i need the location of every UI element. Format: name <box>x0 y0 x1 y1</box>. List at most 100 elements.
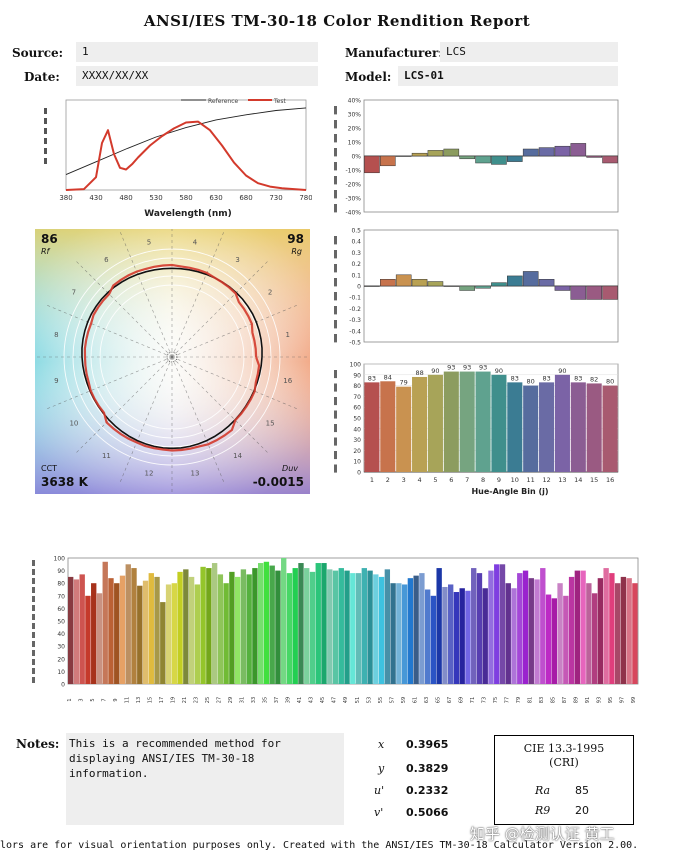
chroma-shift-bar <box>522 148 539 157</box>
chroma-shift-y-tick: 20% <box>348 126 362 133</box>
fidelity-bin-y-tick: 70 <box>353 394 361 401</box>
fidelity-sample-bar <box>160 602 166 684</box>
fidelity-sample-bar <box>568 576 575 684</box>
hue-shift-y-tick: 0.5 <box>351 228 361 235</box>
fidelity-sample-bar <box>286 573 293 684</box>
fidelity-sample-bar <box>626 578 632 684</box>
manufacturer-label: Manufacturer: <box>345 46 443 60</box>
cvg-bin-divider <box>76 261 173 358</box>
chroma-shift-y-tick: 0% <box>351 154 361 161</box>
cvg-bin-divider <box>171 356 268 453</box>
watermark: 知乎 @检测认证 黄工 <box>470 825 615 843</box>
chroma-shift-ylabel-glyph <box>334 134 337 143</box>
chroma-shift-y-tick: -30% <box>345 196 361 203</box>
fidelity-bin-y-tick: 40 <box>353 426 361 433</box>
fidelity-sample-bar <box>419 573 425 684</box>
cvg-bin-divider <box>171 232 224 358</box>
fidelity-sample-bar <box>223 583 229 684</box>
chroma-shift-ylabel-glyph <box>334 176 337 185</box>
fidelity-sample-y-tick: 30 <box>57 644 65 651</box>
cvg-bin-label: 10 <box>69 420 78 428</box>
fidelity-bin-value-label: 83 <box>574 374 582 382</box>
chroma-shift-bar <box>570 143 587 157</box>
fidelity-sample-bar <box>252 568 258 684</box>
fidelity-sample-bar <box>177 571 183 684</box>
fidelity-sample-bar <box>344 570 350 684</box>
fidelity-sample-x-tick: 45 <box>320 697 326 703</box>
u-label: u' <box>374 784 385 797</box>
cvg-bin-label: 6 <box>104 256 109 264</box>
fidelity-sample-x-tick: 93 <box>597 697 603 703</box>
cvg-bin-label: 14 <box>233 452 242 460</box>
fidelity-sample-ylabel-glyph <box>32 560 35 566</box>
model-field: LCS-01 <box>398 66 618 86</box>
fidelity-bin-bar <box>459 371 475 472</box>
fidelity-bin-y-tick: 80 <box>353 383 361 390</box>
spd-ylabel-glyph <box>44 118 47 124</box>
fidelity-bin-value-label: 80 <box>606 378 614 386</box>
fidelity-sample-bar <box>603 568 609 684</box>
fidelity-sample-x-tick: 23 <box>194 697 200 703</box>
spd-xlabel: Wavelength (nm) <box>144 209 232 219</box>
fidelity-sample-ylabel-glyph <box>32 605 35 611</box>
date-label: Date: <box>24 70 60 84</box>
duv-label: Duv <box>282 464 298 473</box>
hue-shift-ylabel-glyph <box>334 236 337 245</box>
y-label: y <box>378 762 385 775</box>
y-value: 0.3829 <box>406 762 449 775</box>
fidelity-sample-x-tick: 37 <box>274 697 280 703</box>
fidelity-bin-value-label: 79 <box>400 379 408 387</box>
hue-shift-y-tick: -0.5 <box>349 340 361 347</box>
chroma-shift-ylabel-glyph <box>334 162 337 171</box>
fidelity-sample-ylabel-glyph <box>32 641 35 647</box>
fidelity-sample-bar <box>240 569 247 684</box>
cct-label: CCT <box>41 464 58 473</box>
cvg-bin-label: 11 <box>102 452 111 460</box>
fidelity-sample-bar <box>476 573 483 684</box>
spd-ylabel-glyph <box>44 138 47 144</box>
spd-reference-line <box>65 107 307 176</box>
fidelity-bin-bar <box>412 376 428 472</box>
fidelity-sample-bar <box>494 564 500 684</box>
fidelity-sample-bar <box>597 578 604 684</box>
hue-shift-bar <box>427 281 444 287</box>
fidelity-bin-x-tick: 9 <box>497 476 501 484</box>
hue-shift-ylabel-glyph <box>334 334 337 343</box>
fidelity-sample-bar <box>517 573 523 684</box>
fidelity-bin-x-tick: 16 <box>606 476 614 484</box>
fidelity-sample-bar <box>413 575 419 684</box>
fidelity-sample-x-tick: 33 <box>251 697 257 703</box>
fidelity-bin-value-label: 90 <box>495 367 503 375</box>
fidelity-sample-bar <box>534 579 540 684</box>
fidelity-bin-bar <box>491 374 507 472</box>
fidelity-sample-x-tick: 63 <box>424 697 430 703</box>
fidelity-sample-bar <box>171 583 177 684</box>
fidelity-sample-bar <box>574 570 581 684</box>
fidelity-bin-bar <box>539 382 555 472</box>
fidelity-sample-y-tick: 100 <box>54 556 66 563</box>
notes-label: Notes: <box>16 737 60 751</box>
color-vector-graphic: 1 2 3 4 5 6 7 8 9 10 11 12 13 14 15 16 86 Rf 98 Rg CCT … <box>35 229 310 494</box>
spd-ylabel-glyph <box>44 158 47 164</box>
fidelity-bin-y-tick: 50 <box>353 416 361 423</box>
cvg-bin-label: 3 <box>235 256 239 264</box>
fidelity-sample-x-tick: 35 <box>263 697 269 703</box>
chroma-shift-ylabel-glyph <box>334 148 337 157</box>
hue-shift-y-tick: 0.3 <box>351 250 361 257</box>
footer-note: lors are for visual orientation purposes… <box>0 840 639 851</box>
cvg-bin-label: 8 <box>54 331 58 339</box>
spd-x-tick: 630 <box>209 194 222 202</box>
fidelity-sample-bar <box>108 578 114 684</box>
legend-test: Test <box>273 98 286 105</box>
chroma-shift-bar <box>395 155 412 157</box>
fidelity-sample-bar <box>338 568 344 684</box>
hue-shift-bar <box>491 282 507 287</box>
fidelity-sample-bar <box>430 595 437 684</box>
cvg-bin-divider <box>171 356 224 482</box>
fidelity-bin-y-tick: 60 <box>353 405 361 412</box>
notes-line-2: displaying ANSI/IES TM-30-18 <box>69 752 255 765</box>
fidelity-bin-bar <box>570 382 586 472</box>
fidelity-sample-x-tick: 85 <box>551 697 557 703</box>
fidelity-sample-x-tick: 11 <box>125 697 131 703</box>
